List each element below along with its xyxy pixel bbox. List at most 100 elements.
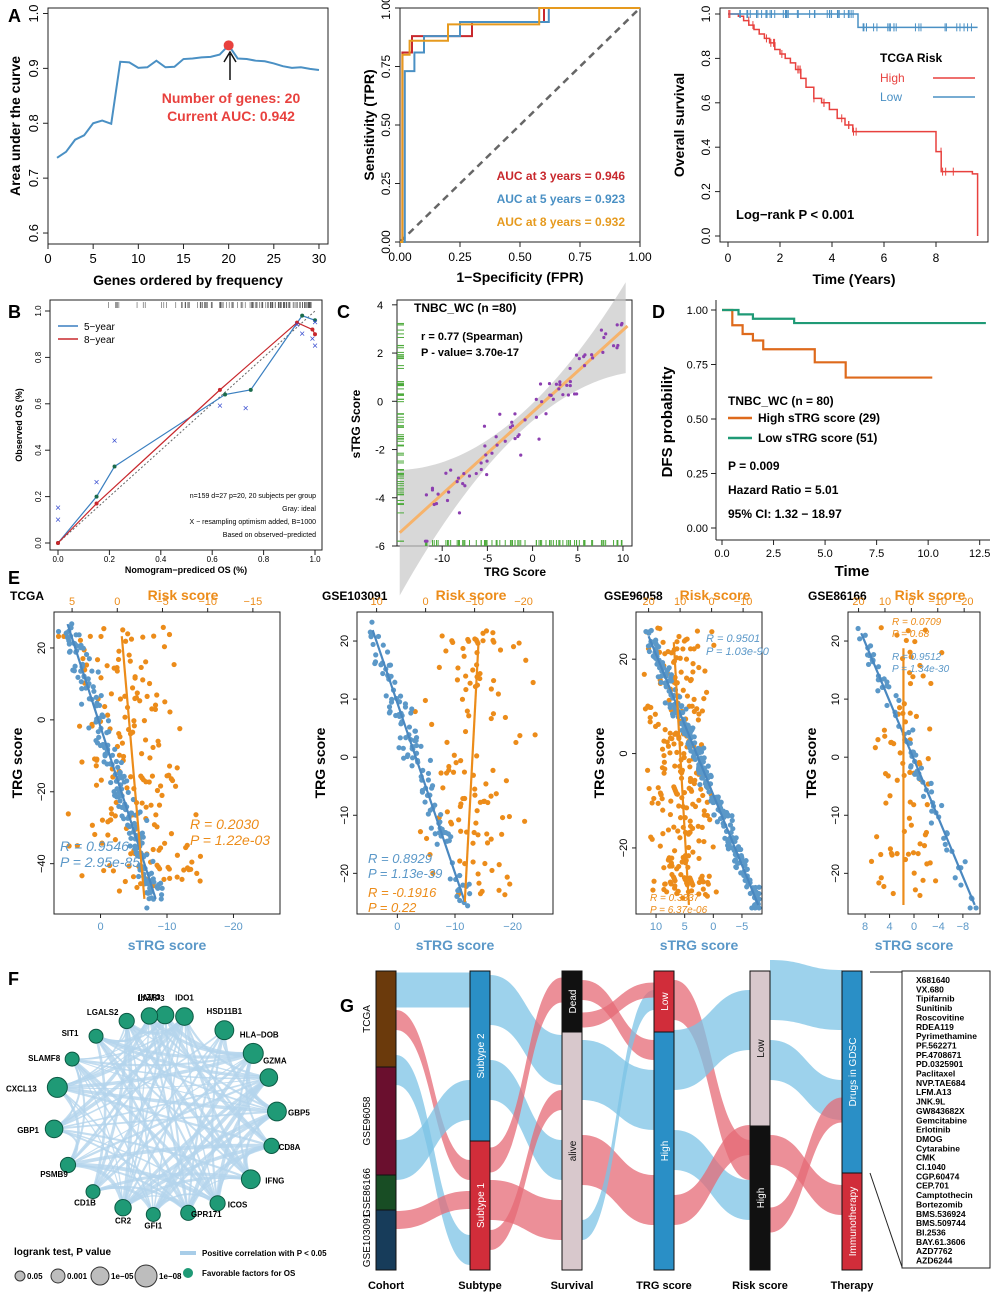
e-top-label: Risk score — [895, 587, 966, 603]
e-point-blue — [867, 643, 874, 649]
a3-ytick-label: 0.0 — [699, 227, 713, 244]
e-stat-blue-r: R = 0.9546 — [60, 838, 129, 854]
e-point-orange — [667, 750, 673, 756]
e-point-orange — [915, 850, 921, 857]
chart-a1-highlight-point — [223, 40, 234, 51]
f-node — [59, 1156, 77, 1174]
c-point — [430, 488, 435, 492]
e-point-orange — [142, 737, 149, 743]
e-xtick-label: 10 — [650, 921, 662, 933]
g-flow — [770, 1097, 842, 1233]
e-point-blue — [397, 735, 403, 741]
g-bar-label: alive — [568, 1140, 579, 1161]
e-fit-blue — [647, 635, 760, 906]
chart-c-fit-line — [398, 324, 629, 534]
c-point — [510, 420, 514, 424]
e-point-orange — [674, 890, 680, 897]
e-point-orange — [917, 892, 923, 899]
e-top-label: Risk score — [680, 587, 751, 603]
e-point-orange — [150, 744, 156, 751]
c-point — [519, 453, 523, 457]
chart-a2-xlabel: 1−Specificity (FPR) — [456, 269, 583, 285]
b-point — [217, 387, 222, 392]
e-point-orange — [692, 777, 698, 783]
g-drug-name: X681640 — [916, 975, 950, 985]
e-point-blue — [722, 835, 728, 841]
c-point — [568, 366, 572, 371]
e-point-blue — [738, 852, 744, 859]
c-point — [513, 436, 517, 441]
f-node — [263, 1137, 280, 1155]
e-point-blue — [413, 735, 420, 741]
e-point-orange — [872, 745, 878, 751]
e-y-label: TRG score — [312, 727, 328, 798]
e-panel-3: GSE96058 Risk score sTRG score TRG score 10 5… — [591, 587, 770, 953]
f-node-label: GZMA — [263, 1057, 287, 1066]
e-point-orange — [662, 727, 668, 733]
e-point-blue — [158, 880, 164, 886]
e-xtick-label: 0 — [911, 921, 917, 933]
c-point — [457, 511, 462, 515]
e-point-orange — [151, 633, 157, 639]
e-point-blue — [91, 688, 97, 694]
e-point-orange — [907, 649, 913, 655]
e-point-blue — [910, 727, 916, 733]
a2-xtick-label: 0.75 — [568, 250, 592, 264]
e-point-blue — [78, 679, 84, 685]
e-point-orange — [920, 877, 926, 883]
e-point-blue — [691, 734, 697, 740]
e-point-blue — [695, 745, 701, 751]
g-drug-name: CMK — [916, 1153, 936, 1163]
e-point-blue — [663, 684, 669, 690]
e-point-orange — [917, 662, 923, 669]
e-point-blue — [55, 628, 62, 635]
c-xtick-label: 10 — [617, 553, 629, 565]
e-point-orange — [451, 752, 457, 758]
e-point-blue — [467, 890, 473, 897]
e-point-orange — [450, 769, 457, 775]
e-point-orange — [470, 840, 476, 846]
e-point-blue — [413, 742, 420, 749]
g-drug-name: GW843682X — [916, 1106, 965, 1116]
g-drug-name: Erlotinib — [916, 1125, 950, 1135]
e-stat-blue-r: R = 0.9501 — [706, 633, 760, 645]
e-point-blue — [735, 844, 742, 850]
e-point-blue — [405, 752, 411, 758]
f-node — [85, 1184, 101, 1200]
a3-ytick-label: 0.2 — [699, 183, 713, 200]
e-point-blue — [742, 862, 748, 868]
g-flow — [582, 1040, 654, 1130]
e-point-orange — [907, 680, 914, 687]
e-point-orange — [474, 753, 480, 759]
e-point-orange — [868, 858, 875, 864]
e-point-blue — [920, 793, 927, 799]
e-point-orange — [197, 878, 203, 884]
f-edge — [71, 1058, 124, 1208]
e-point-orange — [74, 843, 80, 849]
f-edge — [163, 1014, 190, 1213]
f-node — [114, 1199, 132, 1217]
e-xtick-label: −10 — [158, 921, 177, 933]
g-cohort-label: GSE86166 — [362, 1168, 373, 1217]
e-panel-4: GSE86166 Risk score sTRG score TRG score 8 4 0… — [803, 587, 981, 953]
a1-xtick-label: 10 — [131, 251, 145, 266]
f-node-label: ICOS — [228, 1200, 248, 1209]
e-point-blue — [108, 779, 114, 786]
e-ytick-label: 0 — [830, 754, 842, 760]
e-point-orange — [183, 844, 189, 851]
c-ytick-label: -4 — [375, 493, 385, 505]
f-edge — [92, 1052, 255, 1193]
e-point-blue — [643, 628, 649, 635]
c-point — [547, 382, 552, 386]
e-point-orange — [671, 824, 677, 830]
e-point-orange — [120, 753, 127, 760]
chart-d-xticks: 0.0 2.5 5.0 7.5 10.0 12.5 — [714, 540, 990, 560]
f-node-label: PSMB9 — [40, 1170, 68, 1179]
g-bar — [375, 1174, 397, 1211]
e-point-blue — [884, 702, 890, 709]
e-point-orange — [149, 773, 156, 779]
e-point-orange — [466, 638, 472, 644]
e-toptick-label: 0 — [114, 596, 120, 608]
e-xtick-label: −5 — [736, 921, 749, 933]
